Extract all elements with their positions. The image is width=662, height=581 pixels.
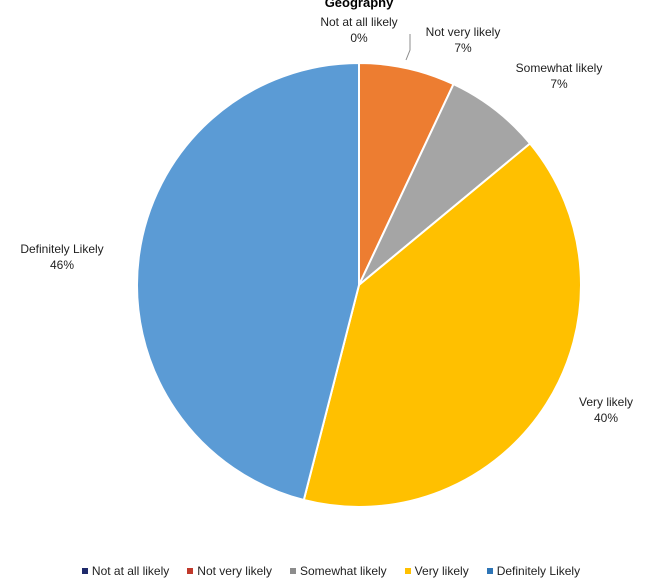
legend-swatch [404,568,411,574]
legend-label: Not very likely [197,564,272,578]
pie-slice-definitely-likely [136,61,360,502]
legend-label: Somewhat likely [299,564,387,578]
legend: Not at all likely Not very likely Somewh… [0,562,662,580]
legend-label: Very likely [414,564,469,578]
data-label-name-somewhat-likely: Somewhat likely [516,61,603,75]
legend-label: Definitely Likely [496,564,581,578]
legend-item-somewhat-likely: Somewhat likely [289,564,387,578]
legend-swatch [486,568,493,574]
data-label-name-definitely-likely: Definitely Likely [20,242,103,256]
legend-item-definitely-likely: Definitely Likely [486,564,581,578]
legend-item-not-very-likely: Not very likely [187,564,272,578]
data-label-name-very-likely: Very likely [579,395,633,409]
data-label-pct-somewhat-likely: 7% [550,77,568,91]
data-label-pct-definitely-likely: 46% [50,258,74,272]
data-label-pct-very-likely: 40% [594,411,618,425]
legend-swatch [187,568,194,574]
legend-swatch [289,568,296,574]
data-label-pct-not-very-likely: 7% [454,41,472,55]
legend-label: Not at all likely [91,564,170,578]
legend-item-not-at-all-likely: Not at all likely [81,564,170,578]
pie-slice-very-likely [302,142,582,508]
legend-swatch [81,568,88,574]
data-label-pct-not-at-all-likely: 0% [350,31,368,45]
chart-title: Geography [325,0,394,10]
data-label-name-not-very-likely: Not very likely [426,25,501,39]
data-label-name-not-at-all-likely: Not at all likely [320,15,397,29]
legend-item-very-likely: Very likely [404,564,469,578]
leader-line-not-very-likely [405,34,411,61]
